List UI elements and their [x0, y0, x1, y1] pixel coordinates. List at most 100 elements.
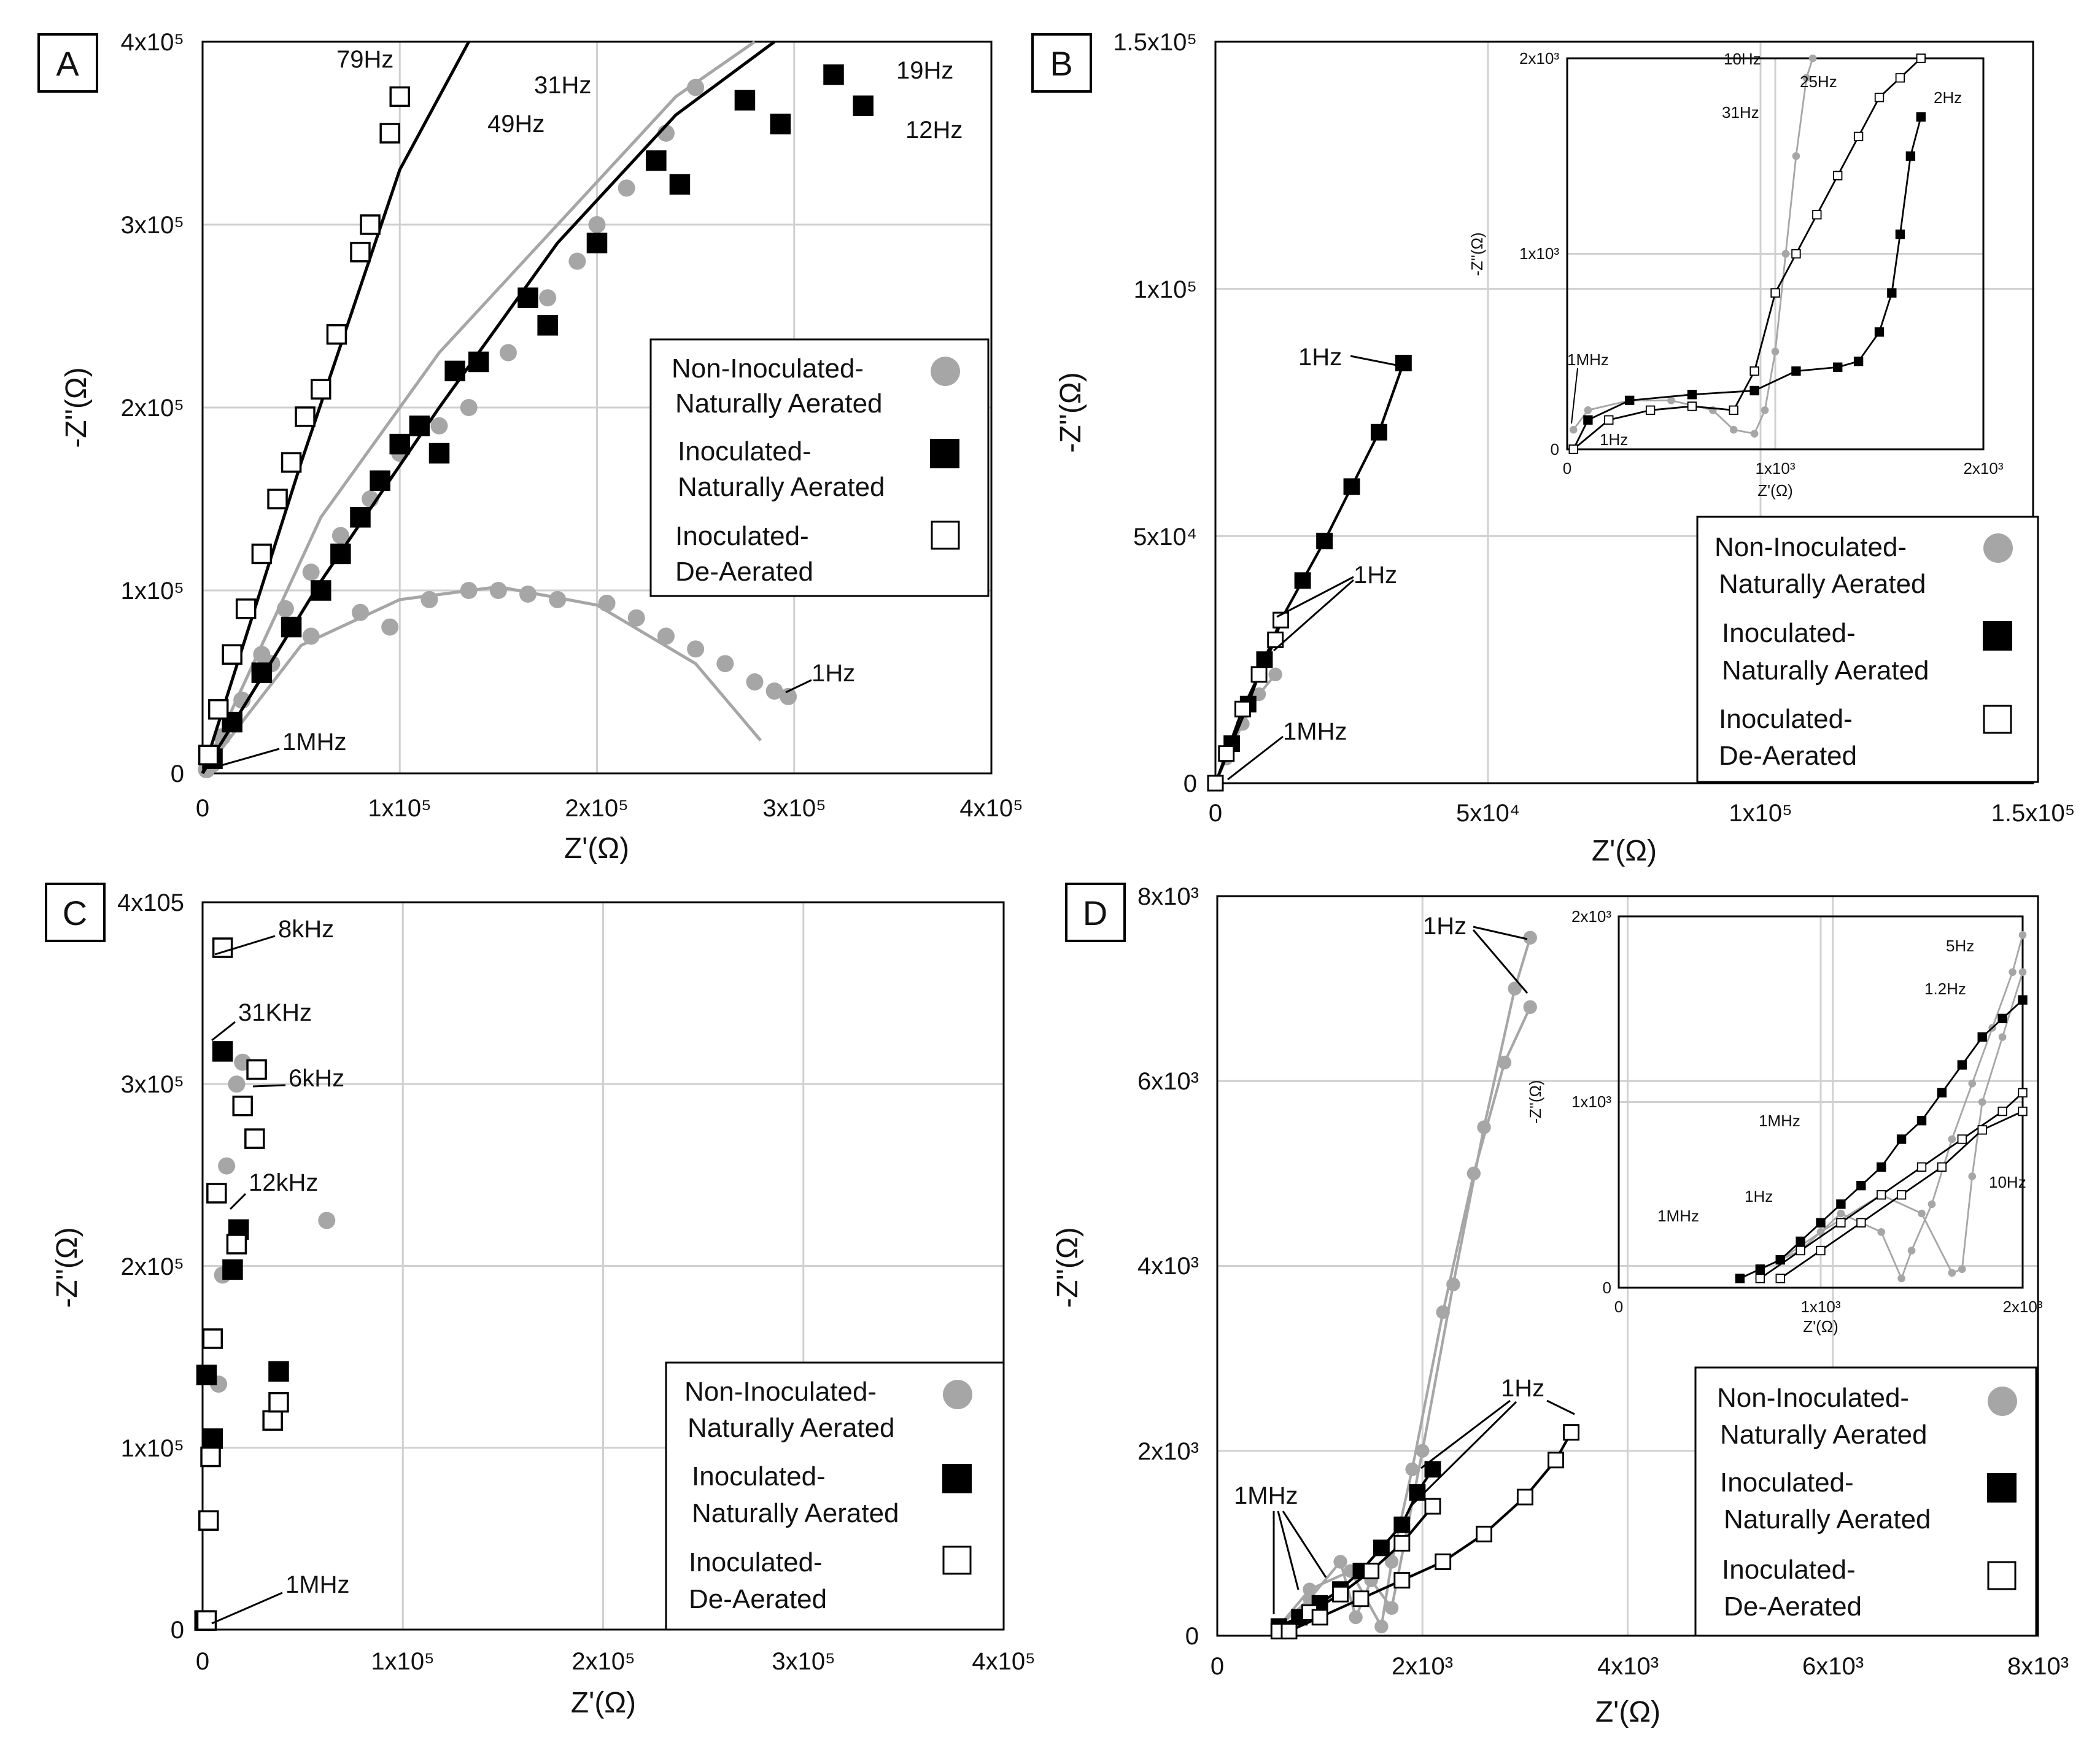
panel-a-annotation: 12Hz — [905, 117, 963, 144]
panel-c-leader-line — [229, 1193, 247, 1210]
data-point-circle — [352, 603, 369, 621]
data-point-circle — [588, 216, 606, 233]
data-point-circle — [1349, 1610, 1363, 1625]
data-point-square — [823, 64, 844, 85]
panel-a-xtick: 0 — [196, 795, 209, 822]
panel-b-inset-annotation: 1MHz — [1567, 350, 1609, 369]
data-point-circle — [1497, 1055, 1512, 1070]
panel-c-annotations: 8kHz 31KHz 6kHz 12kHz 1MHz — [211, 916, 349, 1625]
data-point-circle — [318, 1212, 336, 1229]
data-point-circle — [1802, 74, 1811, 82]
panel-c-leader-line — [211, 1021, 236, 1042]
legend-label: Non-Inoculated- — [1717, 1383, 1909, 1413]
panel-b-inset-frame — [1566, 57, 1985, 451]
panel-c-ylabel: -Z''(Ω) — [51, 1227, 83, 1307]
series-line — [1214, 362, 1405, 784]
panel-c-legend-box — [665, 1361, 1005, 1631]
data-point-square — [311, 580, 331, 601]
data-point-circle — [430, 417, 448, 435]
panel-c-annotation: 6kHz — [289, 1065, 344, 1092]
panel-d-inset-xtick: 1x10³ — [1800, 1298, 1840, 1316]
legend-label: Inoculated- — [689, 1547, 823, 1577]
data-point-square — [1395, 355, 1412, 371]
data-point-circle — [381, 618, 399, 636]
legend-marker-square-white — [942, 1546, 972, 1575]
panel-b-inset-data — [1568, 53, 1926, 454]
panel-c-label: C — [63, 894, 87, 932]
data-point-circle — [228, 1075, 246, 1093]
panel-c-xtick: 2x10⁵ — [571, 1648, 635, 1675]
panel-a-yticks: 0 1x10⁵ 2x10⁵ 3x10⁵ 4x10⁵ — [121, 29, 184, 787]
panel-d-xtick: 8x10³ — [2007, 1653, 2069, 1680]
panel-c-ytick: 1x10⁵ — [121, 1435, 184, 1462]
data-point-square — [1755, 1274, 1765, 1283]
panel-c-xtick: 1x10⁵ — [371, 1648, 434, 1675]
data-point-square — [586, 233, 608, 253]
panel-a-data — [198, 40, 874, 779]
panel-b-annotation: 1Hz — [1354, 562, 1397, 589]
data-point-circle — [687, 640, 705, 658]
panel-d: 0 2x10³ 4x10³ 6x10³ 8x10³ 0 2x10³ 4x10³ … — [1052, 883, 2069, 1728]
data-point-circle — [2009, 968, 2017, 977]
panel-b-ytick: 1x10⁵ — [1134, 276, 1197, 303]
panel-d-inset-xlabel: Z'(Ω) — [1803, 1317, 1838, 1336]
panel-a-label-box — [37, 33, 98, 93]
data-point-square — [1735, 1274, 1745, 1283]
data-point-circle — [1816, 1228, 1825, 1236]
panel-b-inset-annotation: 31Hz — [1722, 103, 1759, 122]
legend-label: Inoculated- — [1720, 1468, 1854, 1498]
data-point-square — [2018, 995, 2028, 1005]
data-point-square — [1687, 401, 1697, 411]
legend-label: Inoculated- — [678, 436, 812, 466]
series-line — [1573, 58, 1814, 435]
panel-c-leader-line — [214, 935, 276, 956]
panel-b-data — [1207, 355, 1412, 792]
panel-b-inset-xtick: 0 — [1563, 459, 1571, 478]
panel-d-ytick: 0 — [1185, 1623, 1199, 1650]
panel-d-leader-line — [1411, 1401, 1517, 1506]
data-point-square — [734, 90, 756, 111]
panel-a-annotations: 79Hz 31Hz 49Hz 19Hz 12Hz 1Hz 1MHz — [214, 46, 963, 768]
legend-marker-square-white — [1983, 705, 2012, 734]
panel-d-inset-ytick: 1x10³ — [1571, 1093, 1611, 1111]
panel-a-annotation: 79Hz — [336, 46, 393, 73]
panel-c-label-box — [45, 883, 106, 942]
panel-d-xlabel: Z'(Ω) — [1595, 1696, 1660, 1728]
data-point-square — [212, 1041, 233, 1062]
panel-b-inset-ytick: 1x10³ — [1519, 244, 1559, 263]
panel-b-yticks: 0 5x10⁴ 1x10⁵ 1.5x10⁵ — [1113, 29, 1197, 797]
data-point-square — [1687, 390, 1697, 400]
data-point-square — [244, 1128, 265, 1149]
data-point-square — [1916, 112, 1926, 122]
data-point-square — [281, 616, 302, 638]
data-point-square — [326, 324, 347, 345]
panel-d-legend-box — [1694, 1366, 2037, 1637]
panel-d-plot-frame — [1216, 895, 2039, 1637]
panel-d-inset-annotation: 1.2Hz — [1924, 980, 1966, 998]
data-point-square — [1548, 1452, 1564, 1469]
panel-c-legend: Non-Inoculated- Naturally Aerated Inocul… — [665, 1361, 1005, 1631]
data-point-circle — [549, 590, 567, 608]
data-point-square — [537, 315, 558, 336]
legend-label: Naturally Aerated — [1720, 1420, 1928, 1450]
panel-d-leader-line — [1546, 1399, 1575, 1415]
panel-d-leader-line — [1420, 1399, 1511, 1469]
data-point-square — [235, 598, 257, 619]
panel-a-label: A — [56, 44, 79, 83]
data-point-circle — [1333, 1555, 1347, 1569]
panel-b-inset-grid — [1567, 58, 1983, 449]
legend-label: Naturally Aerated — [688, 1413, 895, 1443]
legend-label: Naturally Aerated — [692, 1498, 899, 1528]
panel-a-ytick: 0 — [171, 760, 184, 787]
panel-d-leader-line — [1472, 929, 1529, 994]
data-point-square — [1997, 1013, 2007, 1024]
data-point-square — [1937, 1162, 1947, 1172]
data-point-square — [1896, 1134, 1907, 1144]
data-point-square — [428, 443, 450, 464]
data-point-square — [196, 1364, 217, 1385]
data-point-square — [468, 351, 489, 373]
data-point-square — [1836, 1218, 1846, 1228]
data-point-circle — [1268, 667, 1282, 682]
data-point-circle — [598, 594, 616, 612]
